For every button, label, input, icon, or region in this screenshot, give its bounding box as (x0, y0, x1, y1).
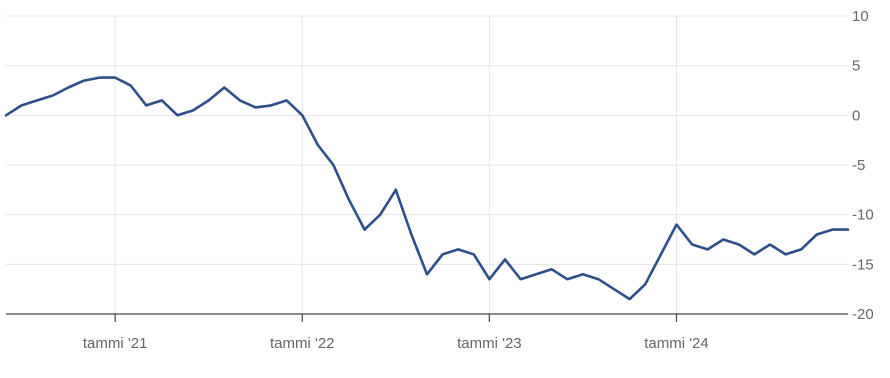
series-group (4, 76, 850, 301)
y-tick-label: 0 (852, 107, 860, 124)
y-tick-label: -15 (852, 256, 874, 273)
x-axis (6, 313, 848, 322)
series-line (4, 76, 850, 301)
y-tick-label: 5 (852, 58, 860, 75)
x-tick-label: tammi '23 (457, 335, 522, 352)
x-tick-label: tammi '24 (644, 335, 709, 352)
x-tick-label: tammi '21 (83, 335, 148, 352)
y-tick-label: 10 (852, 8, 869, 25)
x-tick-labels: tammi '21 tammi '22 tammi '23 tammi '24 (83, 335, 709, 352)
x-tick-label: tammi '22 (270, 335, 335, 352)
y-tick-label: -20 (852, 306, 874, 323)
y-tick-label: -5 (852, 157, 865, 174)
grid-lines (6, 15, 848, 314)
y-tick-label: -10 (852, 207, 874, 224)
y-tick-labels: 10 5 0 -5 -10 -15 -20 (852, 8, 874, 323)
